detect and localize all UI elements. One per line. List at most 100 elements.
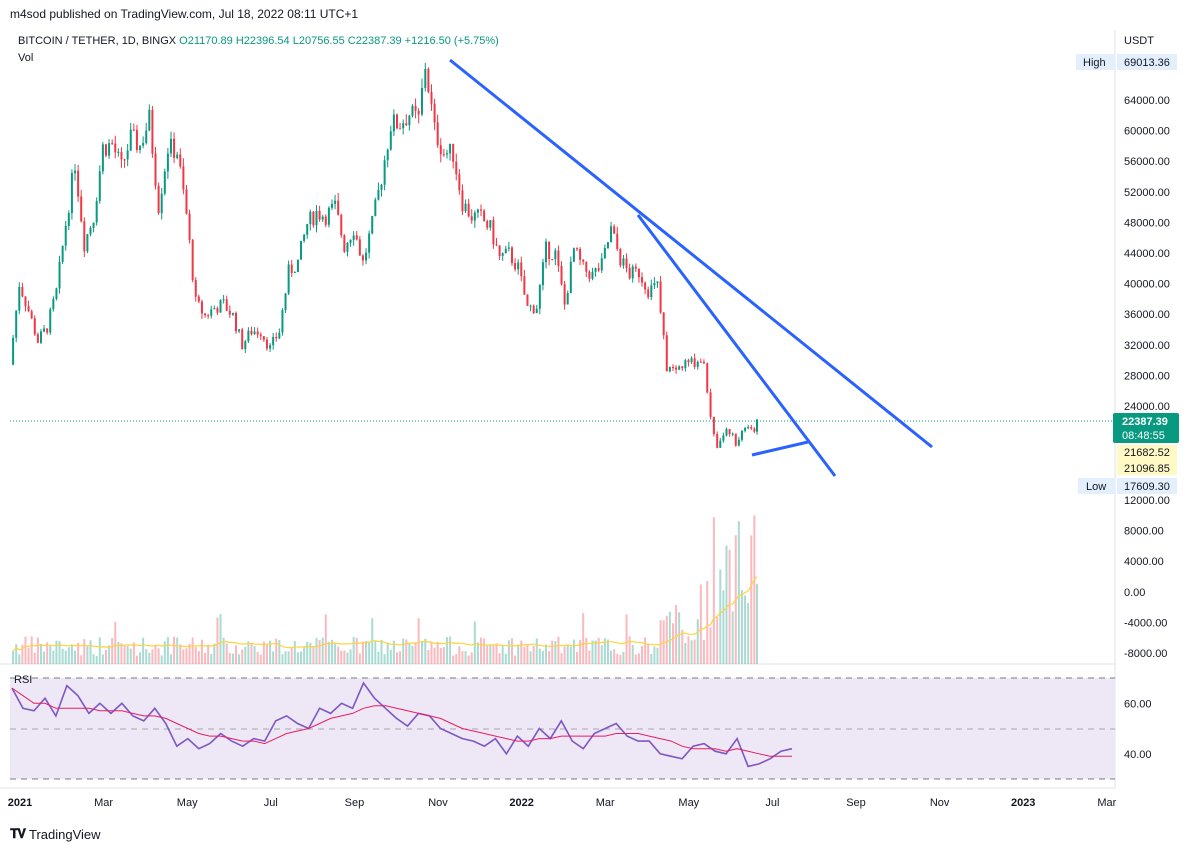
volume-bar xyxy=(250,643,253,664)
candle-body xyxy=(108,143,111,156)
rsi-axis[interactable]: 60.00 40.00 xyxy=(1124,698,1152,761)
volume-bar xyxy=(296,652,299,664)
price-axis[interactable]: 64000.00 60000.00 56000.00 52000.00 48000.00… xyxy=(1124,95,1170,413)
volume-bar xyxy=(389,649,392,664)
candle-body xyxy=(523,276,526,295)
candle-body xyxy=(219,300,222,313)
volume-bar xyxy=(160,655,163,664)
volume-bar xyxy=(737,521,740,664)
candle-body xyxy=(464,203,467,212)
candle-body xyxy=(327,207,330,225)
candle-body xyxy=(681,366,684,369)
candle-body xyxy=(231,312,234,315)
candle-body xyxy=(349,239,352,243)
candle-body xyxy=(293,272,296,274)
rsi-ma-line xyxy=(11,687,792,757)
last-price-tag xyxy=(1113,413,1179,443)
volume-bar xyxy=(449,636,452,664)
candle-body xyxy=(719,440,722,448)
volume-bar xyxy=(610,650,613,664)
tradingview-logo[interactable]: 𝐓𝐕 TradingView xyxy=(10,826,101,842)
volume-bar xyxy=(36,637,39,664)
volume-bar xyxy=(12,651,15,664)
candle-body xyxy=(163,171,166,194)
trendline-support[interactable] xyxy=(751,440,809,457)
volume-bar xyxy=(628,636,631,664)
volume-bar xyxy=(420,640,423,664)
price-tick: 24000.00 xyxy=(1124,401,1170,413)
candle-body xyxy=(476,209,479,213)
time-tick: Jul xyxy=(765,797,779,809)
volume-bar xyxy=(399,651,402,664)
volume-bar xyxy=(361,641,364,664)
volume-axis[interactable]: 12000.00 8000.00 4000.00 0.00 -4000.00 -8000.… xyxy=(1124,495,1170,660)
candle-body xyxy=(647,289,650,298)
candle-body xyxy=(213,308,216,310)
candle-body xyxy=(21,286,24,297)
price-tick: 32000.00 xyxy=(1124,340,1170,352)
volume-bar xyxy=(145,649,148,664)
volume-bar xyxy=(324,614,327,664)
candle-body xyxy=(176,154,179,159)
time-tick: 2022 xyxy=(509,797,533,809)
candle-body xyxy=(95,201,98,223)
candle-body xyxy=(750,427,753,429)
volume-bars xyxy=(12,515,759,664)
volume-bar xyxy=(517,644,520,664)
candle-body xyxy=(145,130,148,144)
volume-bar xyxy=(424,638,427,664)
candle-body xyxy=(665,335,668,372)
candle-body xyxy=(321,216,324,220)
candle-body xyxy=(287,264,290,294)
candle-body xyxy=(98,171,101,202)
candle-body xyxy=(15,310,18,338)
candle-body xyxy=(671,366,674,368)
volume-bar xyxy=(495,643,498,664)
volume-bar xyxy=(207,644,210,664)
volume-bar xyxy=(117,641,120,664)
volume-bar xyxy=(582,613,585,664)
high-tag xyxy=(1076,54,1115,70)
volume-bar xyxy=(231,653,234,664)
candle-body xyxy=(114,143,117,153)
volume-bar xyxy=(588,650,591,664)
time-tick: Mar xyxy=(94,797,113,809)
countdown: 08:48:55 xyxy=(1122,430,1165,442)
candle-body xyxy=(371,215,374,234)
volume-bar xyxy=(548,651,551,664)
volume-bar xyxy=(315,638,318,664)
candle-body xyxy=(557,250,560,266)
trendline-short[interactable] xyxy=(636,214,837,477)
candle-body xyxy=(244,341,247,350)
candle-body xyxy=(535,308,538,314)
level-1-value: 21682.52 xyxy=(1124,447,1170,459)
volume-bar xyxy=(169,654,172,664)
candle-body xyxy=(600,258,603,271)
tradingview-logo-text: TradingView xyxy=(29,826,101,842)
volume-bar xyxy=(551,640,554,664)
time-axis[interactable]: 2021 Mar May Jul Sep Nov 2022 Mar May Jul Sep Nov 20… xyxy=(8,797,1117,809)
candle-body xyxy=(256,331,259,335)
volume-bar xyxy=(492,645,495,664)
candle-body xyxy=(111,143,114,145)
candle-body xyxy=(200,301,203,314)
volume-bar xyxy=(458,646,461,664)
volume-bar xyxy=(709,627,712,664)
volume-bar xyxy=(92,654,95,664)
volume-bar xyxy=(173,636,176,664)
candle-body xyxy=(210,309,213,316)
volume-bar xyxy=(560,653,563,664)
candle-body xyxy=(281,310,284,333)
candle-body xyxy=(235,312,238,332)
volume-bar xyxy=(114,621,117,664)
volume-bar xyxy=(380,639,383,664)
candle-body xyxy=(39,331,42,343)
price-tick: 48000.00 xyxy=(1124,217,1170,229)
volume-bar xyxy=(529,651,532,664)
candle-body xyxy=(241,329,244,350)
volume-bar xyxy=(259,654,262,664)
volume-bar xyxy=(671,623,674,664)
trendline-long[interactable] xyxy=(449,58,933,449)
candle-body xyxy=(675,367,678,370)
